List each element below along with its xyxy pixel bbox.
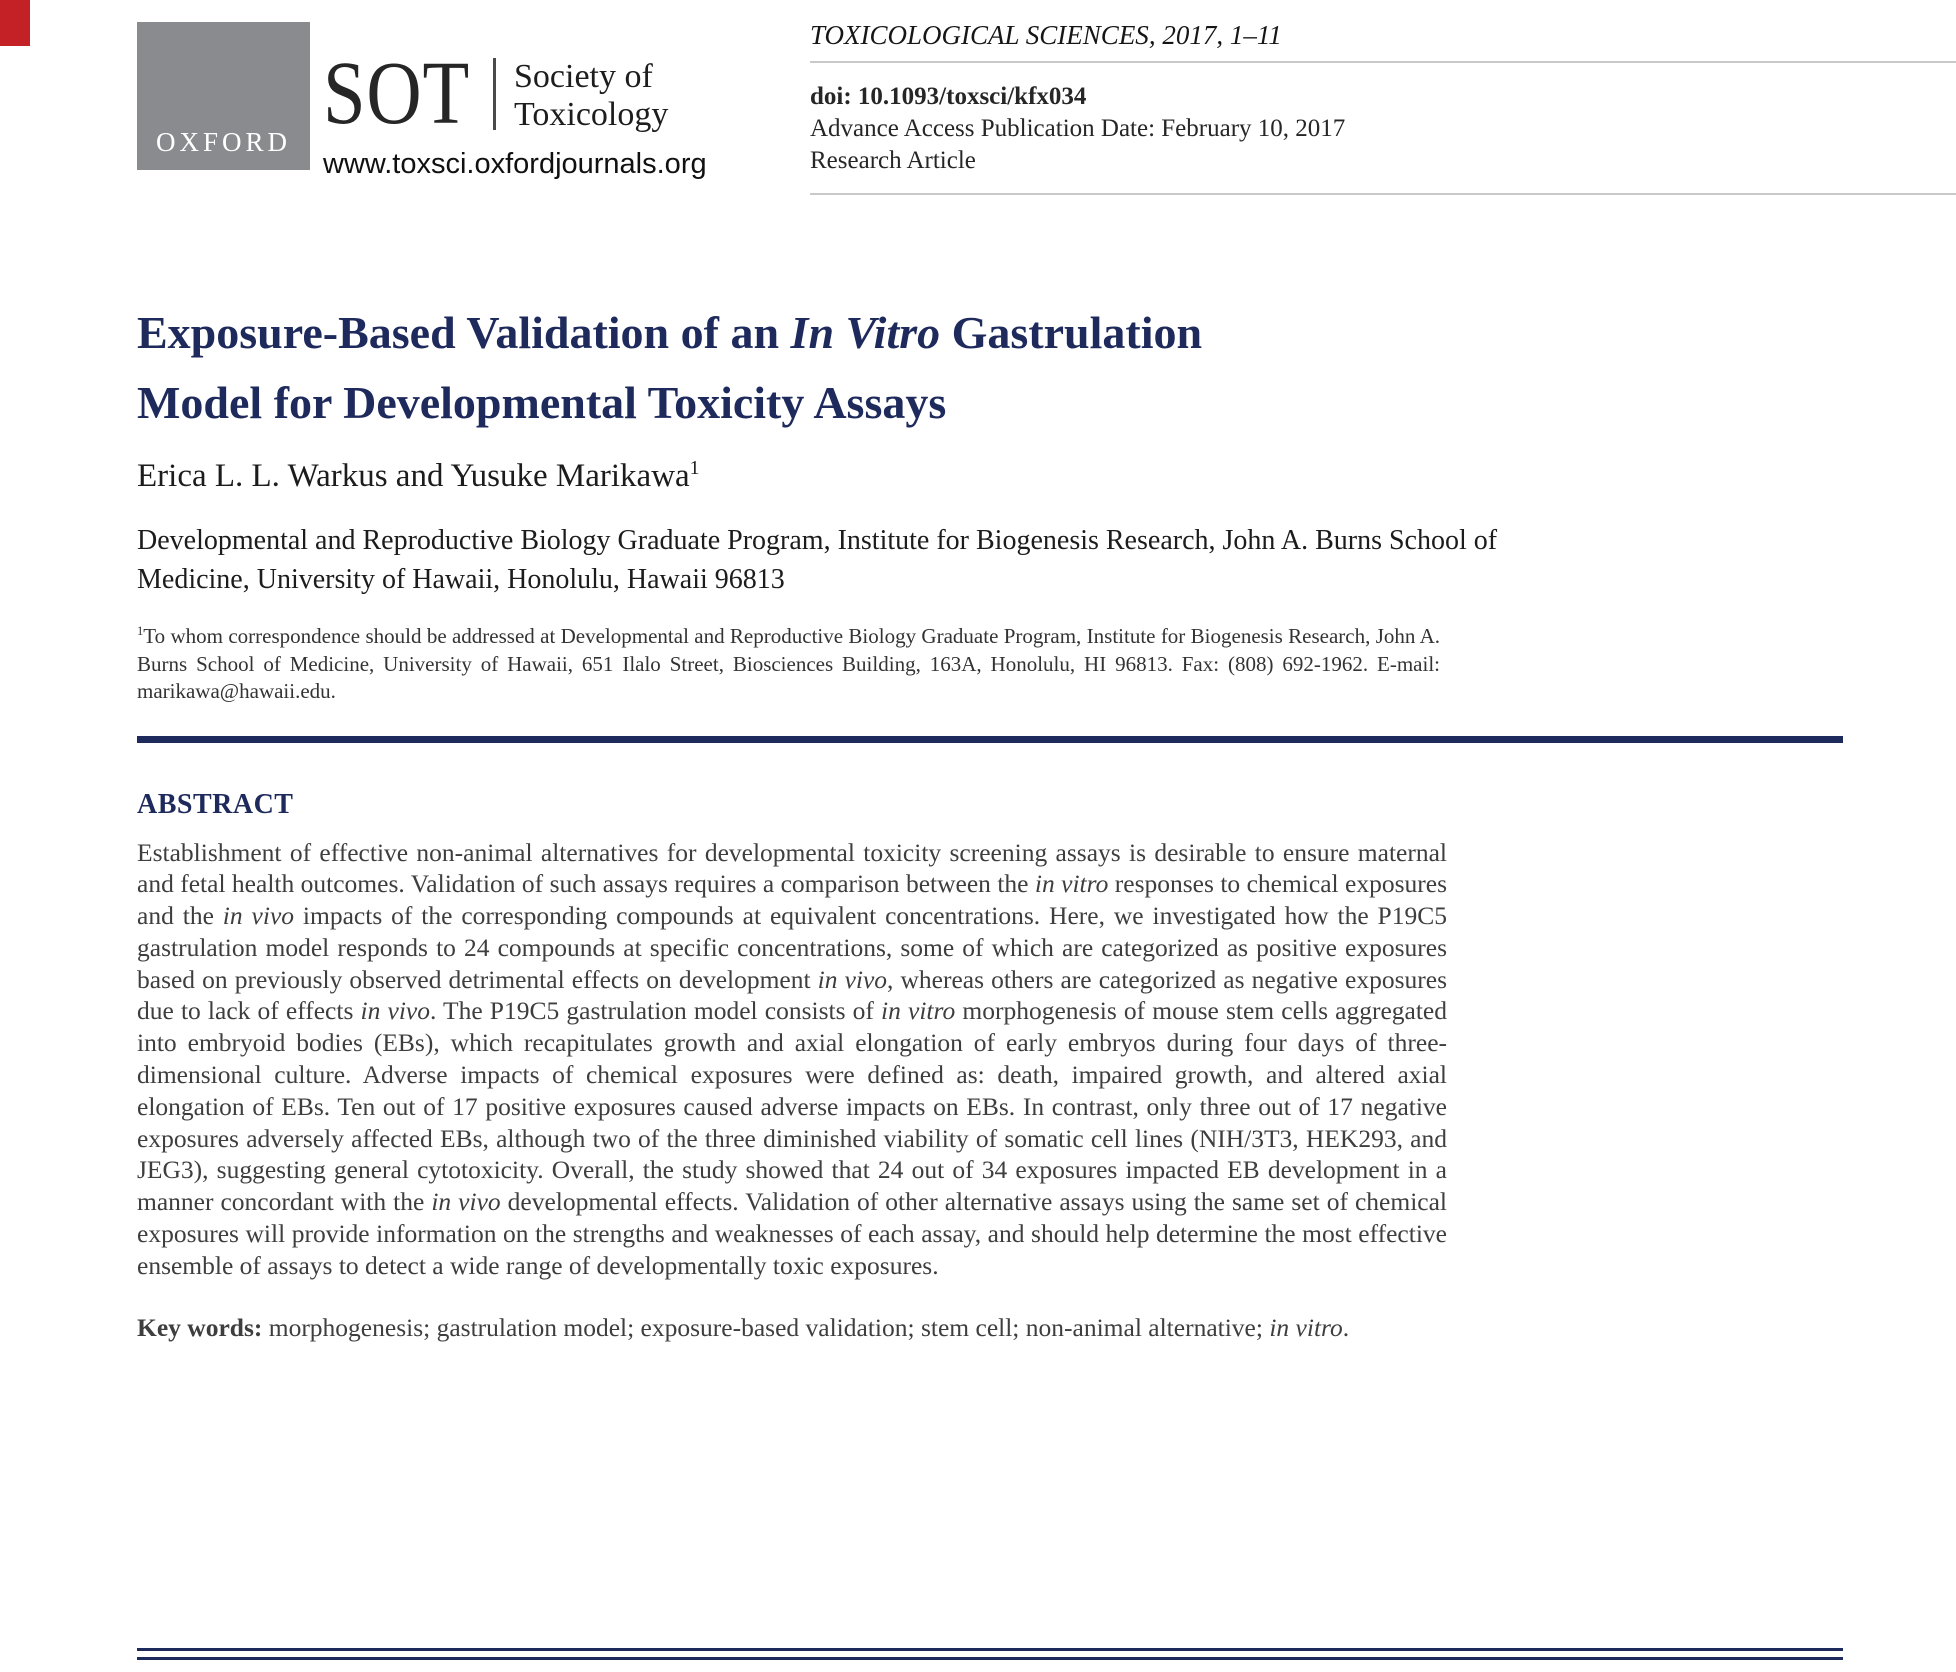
bottom-double-rule [137, 1648, 1843, 1660]
sot-logo-divider [493, 58, 496, 130]
red-corner-mark [0, 0, 30, 46]
doi-link[interactable]: doi: 10.1093/toxsci/kfx034 [810, 83, 1087, 110]
authors-line: Erica L. L. Warkus and Yusuke Marikawa1 [137, 457, 700, 494]
article-type-label: Research Article [810, 147, 976, 174]
journal-citation: TOXICOLOGICAL SCIENCES, 2017, 1–11 [810, 20, 1956, 63]
sot-society-name: Society of Toxicology [514, 54, 668, 134]
keywords-line: Key words: morphogenesis; gastrulation m… [137, 1312, 1350, 1342]
abstract-text: Establishment of effective non-animal al… [137, 837, 1448, 1280]
abstract-heading: ABSTRACT [137, 788, 294, 820]
section-rule [137, 735, 1843, 743]
advance-access-date: Advance Access Publication Date: Februar… [810, 115, 1346, 142]
journal-url: www.toxsci.oxfordjournals.org [323, 148, 707, 180]
article-content: Exposure-Based Validation of an In Vitro… [137, 298, 1843, 1344]
publication-meta: doi: 10.1093/toxsci/kfx034 Advance Acces… [810, 63, 1956, 195]
affiliation: Developmental and Reproductive Biology G… [137, 525, 1498, 595]
sot-acronym: SOT [323, 44, 471, 143]
sot-logo: SOT Society of Toxicology www.toxsci.oxf… [323, 44, 793, 181]
article-title: Exposure-Based Validation of an In Vitro… [137, 307, 1203, 428]
oxford-logo-label: OXFORD [155, 127, 292, 157]
correspondence-note: 1To whom correspondence should be addres… [137, 624, 1440, 703]
oxford-logo: OXFORD [137, 22, 310, 170]
citation-header: TOXICOLOGICAL SCIENCES, 2017, 1–11 doi: … [810, 20, 1956, 195]
sot-name-line2: Toxicology [514, 96, 669, 133]
sot-name-line1: Society of [514, 58, 653, 95]
